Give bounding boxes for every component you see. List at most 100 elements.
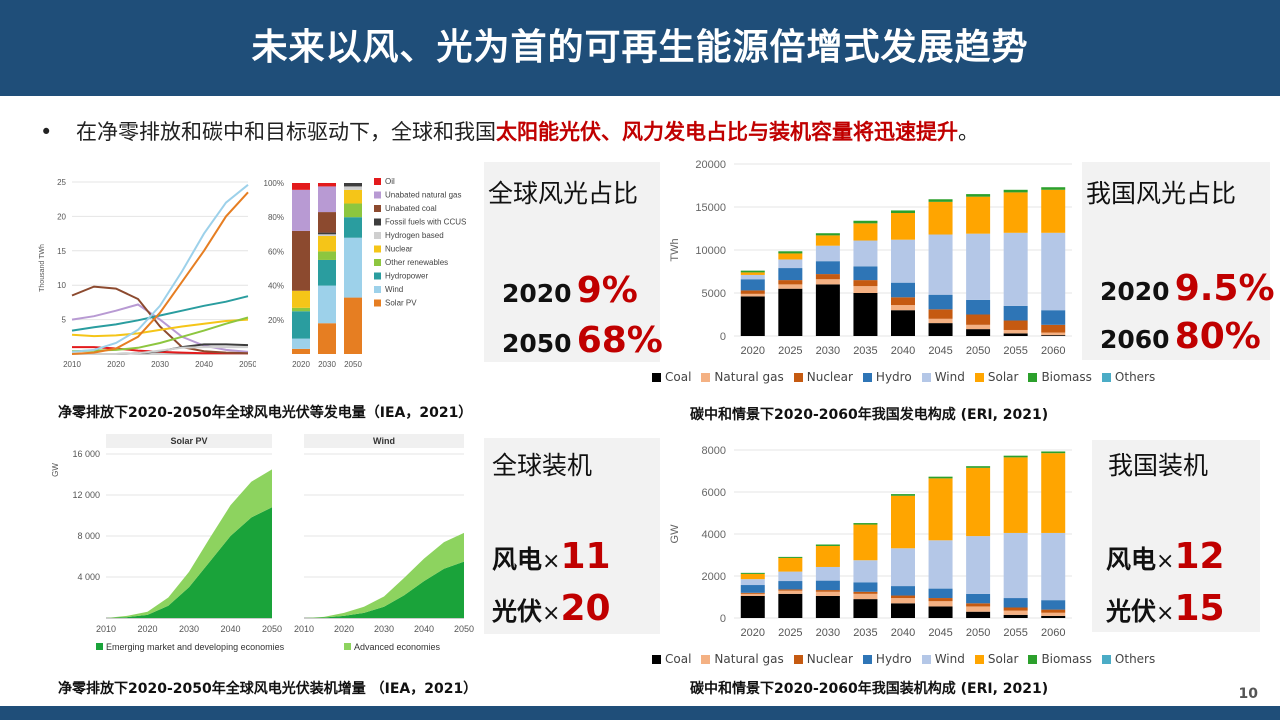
bar-oil-2020 bbox=[292, 183, 310, 190]
legend-swatch-oil bbox=[374, 178, 381, 185]
panel-title: Solar PV bbox=[170, 436, 207, 446]
y-tick-label: 16 000 bbox=[72, 449, 100, 459]
bar-biomass-2030 bbox=[815, 544, 840, 546]
x-tick-label: 2020 bbox=[107, 360, 125, 369]
bar-coal-2060 bbox=[1041, 335, 1066, 336]
legend-swatch-biomass bbox=[1028, 373, 1038, 382]
bar-nuclear-2050 bbox=[344, 189, 362, 204]
global-generation-line-chart: 5 10 15 20 25 2010 2020 2030 2040 2050 Thousand TW… bbox=[34, 170, 256, 380]
legend-swatch-emerging bbox=[96, 643, 103, 650]
bar-hydro-2045 bbox=[928, 294, 953, 310]
bar-natural-gas-2055 bbox=[1003, 329, 1028, 334]
y-tick-label: 4 000 bbox=[77, 572, 100, 582]
bar-nuclear-2030 bbox=[815, 274, 840, 280]
legend-label-hydrogen-based: Hydrogen based bbox=[385, 231, 444, 240]
bar-solar-2040 bbox=[891, 213, 915, 240]
bar-natural-gas-2050 bbox=[966, 324, 991, 330]
bar-hydro-2020 bbox=[740, 279, 765, 291]
bar-wind-2030 bbox=[815, 566, 840, 581]
legend-swatch-hydro bbox=[862, 373, 872, 382]
bar-wind-2050 bbox=[966, 233, 991, 300]
x-tick-label: 2045 bbox=[928, 345, 952, 357]
bar-solar-2035 bbox=[853, 524, 878, 561]
area-advanced-economies-wind bbox=[304, 532, 464, 618]
y-tick-label: 10000 bbox=[695, 245, 726, 257]
bar-nuclear-2060 bbox=[1041, 324, 1066, 333]
global-capacity-panel bbox=[484, 438, 660, 634]
china-capacity-legend: Coal Natural gas Nuclear Hydro Wind Solar Biom… bbox=[652, 652, 1155, 666]
y-axis-label: GW bbox=[669, 524, 681, 544]
x-tick-label: 2040 bbox=[220, 624, 240, 634]
bar-nuclear-2050 bbox=[966, 314, 991, 325]
bar-natural-gas-2060 bbox=[1041, 612, 1066, 616]
x-tick-label: 2025 bbox=[778, 345, 802, 357]
x-tick-label: 2040 bbox=[414, 624, 434, 634]
china-share-panel bbox=[1082, 162, 1270, 360]
bar-natural-gas-2020 bbox=[740, 593, 765, 596]
legend-label-coal: Coal bbox=[665, 370, 692, 384]
legend-swatch-wind bbox=[921, 373, 931, 382]
bar-hydro-2035 bbox=[853, 266, 878, 281]
series-line-hydropower bbox=[71, 295, 249, 332]
bar-natural-gas-2020 bbox=[740, 293, 765, 297]
legend-swatch-coal bbox=[652, 373, 661, 382]
y-tick-label: 15 bbox=[57, 247, 66, 256]
y-tick-label: 20% bbox=[268, 316, 284, 325]
legend-label-oil: Oil bbox=[385, 177, 395, 186]
y-tick-label: 2000 bbox=[702, 571, 726, 583]
series-line-solar-pv bbox=[71, 191, 249, 355]
x-tick-label: 2060 bbox=[1041, 627, 1065, 639]
bar-hydro-2025 bbox=[778, 581, 803, 590]
global-share-row-2020: 2020 9% bbox=[502, 270, 638, 311]
bar-hydropower-2020 bbox=[292, 311, 310, 339]
legend-label-fossil-fuels-with-ccus: Fossil fuels with CCUS bbox=[385, 218, 466, 227]
legend-label-others: Others bbox=[1114, 652, 1156, 666]
bar-solar-pv-2050 bbox=[344, 297, 362, 354]
legend-label-wind: Wind bbox=[934, 370, 965, 384]
bar-other-renewables-2030 bbox=[318, 251, 336, 260]
bar-solar-2055 bbox=[1003, 192, 1028, 233]
legend-swatch-advanced bbox=[344, 643, 351, 650]
x-tick-label: 2010 bbox=[96, 624, 116, 634]
global-capacity-title: 全球装机 bbox=[492, 451, 593, 480]
china-share-row-2060: 2060 80% bbox=[1100, 316, 1261, 357]
legend-label-wind: Wind bbox=[385, 285, 403, 294]
global-share-row-2050: 2050 68% bbox=[502, 320, 663, 361]
bar-natural-gas-2040 bbox=[891, 598, 915, 604]
bullet-highlight: 太阳能光伏、风力发电占比与装机容量将迅速提升 bbox=[496, 120, 958, 144]
page-number: 10 bbox=[1238, 686, 1258, 702]
bar-coal-2035 bbox=[853, 599, 878, 618]
bar-nuclear-2040 bbox=[891, 595, 915, 599]
legend-label-biomass: Biomass bbox=[1041, 370, 1092, 384]
legend-swatch-coal bbox=[652, 655, 661, 664]
slide-title: 未来以风、光为首的可再生能源倍增式发展趋势 bbox=[251, 27, 1029, 68]
bar-wind-2055 bbox=[1003, 532, 1028, 599]
y-tick-label: 20000 bbox=[695, 159, 726, 171]
x-tick-label: 2030 bbox=[816, 345, 840, 357]
bar-hydro-2030 bbox=[815, 261, 840, 275]
bar-biomass-2060 bbox=[1041, 451, 1066, 454]
x-tick-label: 2050 bbox=[966, 627, 990, 639]
bar-coal-2020 bbox=[740, 595, 765, 618]
x-tick-label: 2035 bbox=[853, 345, 877, 357]
area-emerging-market-and-developing-economies-solar-pv bbox=[106, 507, 272, 618]
y-tick-label: 8000 bbox=[702, 445, 726, 457]
bar-natural-gas-2060 bbox=[1041, 332, 1066, 336]
bar-other-renewables-2020 bbox=[292, 307, 310, 312]
bar-nuclear-2025 bbox=[778, 280, 803, 285]
bar-nuclear-2020 bbox=[292, 290, 310, 308]
bar-wind-2045 bbox=[928, 234, 953, 295]
bar-solar-2020 bbox=[740, 272, 765, 275]
series-line-wind bbox=[71, 184, 249, 353]
y-tick-label: 0 bbox=[720, 613, 726, 625]
bar-solar-2055 bbox=[1003, 457, 1028, 533]
footer-bar bbox=[0, 706, 1280, 720]
legend-swatch-natural-gas bbox=[701, 373, 711, 382]
bar-solar-2050 bbox=[966, 467, 991, 537]
bar-coal-2040 bbox=[891, 310, 915, 336]
legend-label-nuclear: Nuclear bbox=[806, 652, 853, 666]
caption-china-generation: 碳中和情景下2020-2060年我国发电构成 (ERI, 2021) bbox=[690, 407, 1049, 423]
x-tick-label: 2020 bbox=[137, 624, 157, 634]
x-tick-label: 2055 bbox=[1003, 627, 1027, 639]
